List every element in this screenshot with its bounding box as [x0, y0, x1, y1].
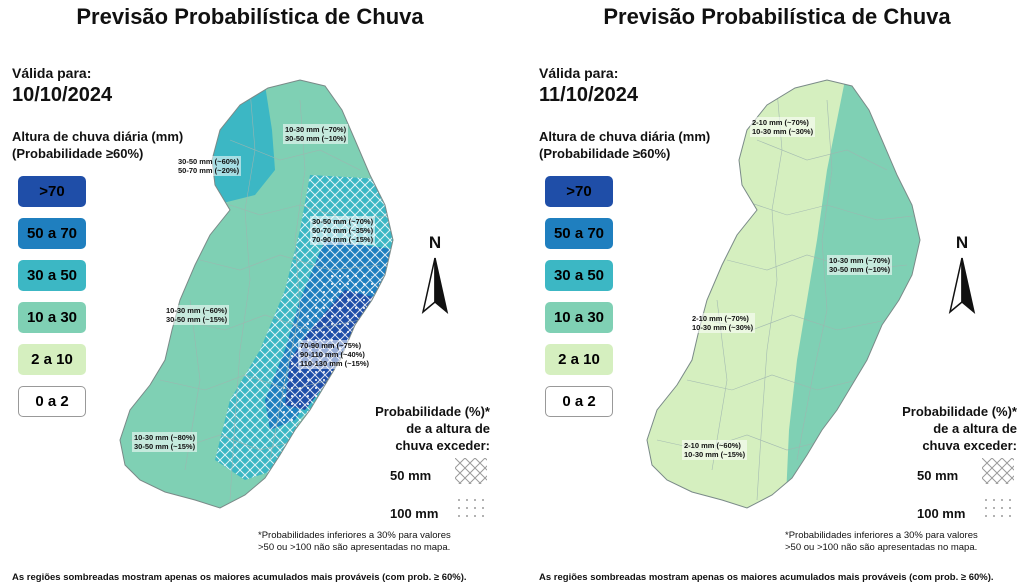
bottom-note: As regiões sombreadas mostram apenas os …: [12, 572, 467, 583]
footnote: *Probabilidades inferiores a 30% para va…: [785, 530, 978, 553]
pattern-100mm-swatch: [455, 496, 487, 522]
forecast-panel-day1: Previsão Probabilística de Chuva Válida …: [12, 4, 490, 583]
pattern-100mm-swatch: [982, 496, 1014, 522]
legend-item-10-30: 10 a 30: [18, 302, 86, 333]
region-label: 10-30 mm (~60%) 30-50 mm (~15%): [164, 305, 230, 325]
region-label: 30-50 mm (~60%) 50-70 mm (~20%): [176, 156, 242, 176]
probability-legend-50mm: 50 mm: [917, 468, 959, 483]
region-label: 10-30 mm (~70%) 30-50 mm (~10%): [827, 255, 893, 275]
legend-item-2-10: 2 a 10: [18, 344, 86, 375]
panel-title: Previsão Probabilística de Chuva: [603, 4, 951, 29]
state-outline: [119, 79, 394, 509]
pattern-50mm-swatch: [982, 458, 1014, 484]
municipal-boundaries: [656, 89, 920, 501]
valid-label: Válida para:: [539, 65, 619, 81]
region-label: 2-10 mm (~60%) 10-30 mm (~15%): [682, 440, 748, 460]
region-label: 2-10 mm (~70%) 10-30 mm (~30%): [690, 313, 756, 333]
valid-date: 11/10/2024: [539, 84, 638, 106]
probability-legend-100mm: 100 mm: [917, 506, 966, 521]
north-arrow-icon: N: [421, 233, 449, 314]
legend-item-50-70: 50 a 70: [18, 218, 86, 249]
pattern-50mm-swatch: [455, 458, 487, 484]
region-label: 30-50 mm (~70%) 50-70 mm (~35%) 70-90 mm…: [310, 216, 376, 245]
probability-legend-100mm: 100 mm: [390, 506, 439, 521]
probability-legend-50mm: 50 mm: [390, 468, 432, 483]
state-map: [119, 79, 394, 509]
probability-legend-title: Probabilidade (%)* de a altura de chuva …: [902, 404, 1017, 453]
valid-date: 10/10/2024: [12, 84, 113, 106]
region-label: 10-30 mm (~80%) 30-50 mm (~15%): [132, 432, 198, 452]
region-label: 10-30 mm (~70%) 30-50 mm (~10%): [283, 124, 349, 144]
probability-legend-title: Probabilidade (%)* de a altura de chuva …: [375, 404, 490, 453]
legend-item-2-10: 2 a 10: [545, 344, 613, 375]
forecast-panel-day2: Previsão Probabilística de Chuva Válida …: [527, 0, 1024, 587]
region-label: 70-90 mm (~75%) 90-110 mm (~40%) 110-130…: [298, 340, 372, 369]
footnote: *Probabilidades inferiores a 30% para va…: [258, 530, 451, 553]
legend-item-10-30: 10 a 30: [545, 302, 613, 333]
north-arrow-icon: N: [948, 233, 976, 314]
legend-item-50-70: 50 a 70: [545, 218, 613, 249]
legend-item-0-2: 0 a 2: [545, 386, 613, 417]
legend-title: Altura de chuva diária (mm) (Probabilida…: [539, 129, 711, 161]
bottom-note: As regiões sombreadas mostram apenas os …: [539, 572, 994, 583]
state-map: [646, 79, 921, 509]
svg-text:N: N: [429, 233, 441, 252]
region-label: 2-10 mm (~70%) 10-30 mm (~30%): [750, 117, 816, 137]
panel-title: Previsão Probabilística de Chuva: [76, 4, 424, 29]
valid-label: Válida para:: [12, 65, 92, 81]
legend-item-gt70: >70: [18, 176, 86, 207]
legend-item-30-50: 30 a 50: [18, 260, 86, 291]
legend-item-30-50: 30 a 50: [545, 260, 613, 291]
state-outline: [646, 79, 921, 509]
legend-item-0-2: 0 a 2: [18, 386, 86, 417]
svg-text:N: N: [956, 233, 968, 252]
legend-item-gt70: >70: [545, 176, 613, 207]
legend-title: Altura de chuva diária (mm) (Probabilida…: [12, 129, 184, 161]
